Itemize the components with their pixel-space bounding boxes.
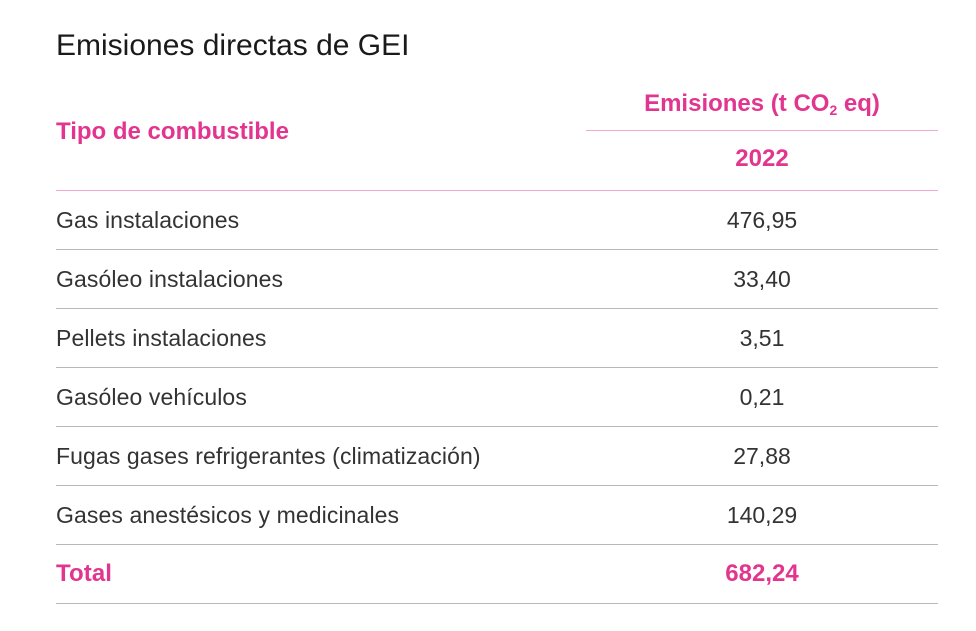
- table-row: Fugas gases refrigerantes (climatización…: [56, 427, 938, 486]
- row-value: 3,51: [739, 324, 785, 351]
- table-row: Gas instalaciones 476,95: [56, 191, 938, 250]
- table-row: Gasóleo instalaciones 33,40: [56, 250, 938, 309]
- header-emissions-unit: eq): [837, 90, 880, 117]
- header-emissions: Emisiones (t CO2 eq): [586, 84, 938, 131]
- header-emissions-subscript: 2: [829, 102, 838, 118]
- row-value: 476,95: [726, 206, 798, 233]
- page-title: Emisiones directas de GEI: [56, 29, 410, 62]
- total-value: 682,24: [725, 560, 799, 587]
- row-value: 140,29: [726, 501, 798, 528]
- table-row: Gasóleo vehículos 0,21: [56, 368, 938, 427]
- header-emissions-text: Emisiones (t CO: [644, 90, 830, 117]
- row-label: Fugas gases refrigerantes (climatización…: [56, 442, 481, 469]
- row-value: 33,40: [733, 265, 791, 292]
- table-total-row: Total 682,24: [56, 545, 938, 604]
- emissions-table: Tipo de combustible Emisiones (t CO2 eq)…: [56, 84, 938, 604]
- total-label: Total: [56, 560, 113, 587]
- row-label: Gases anestésicos y medicinales: [56, 501, 400, 528]
- table-row: Pellets instalaciones 3,51: [56, 309, 938, 368]
- row-value: 0,21: [739, 383, 785, 410]
- header-year: 2022: [735, 145, 789, 172]
- row-label: Pellets instalaciones: [56, 324, 267, 351]
- table-row: Gases anestésicos y medicinales 140,29: [56, 486, 938, 545]
- row-label: Gasóleo instalaciones: [56, 265, 284, 292]
- table-header: Tipo de combustible Emisiones (t CO2 eq)…: [56, 84, 938, 191]
- row-label: Gasóleo vehículos: [56, 383, 247, 410]
- row-value: 27,88: [733, 442, 791, 469]
- header-fuel-type: Tipo de combustible: [56, 118, 289, 145]
- row-label: Gas instalaciones: [56, 206, 240, 233]
